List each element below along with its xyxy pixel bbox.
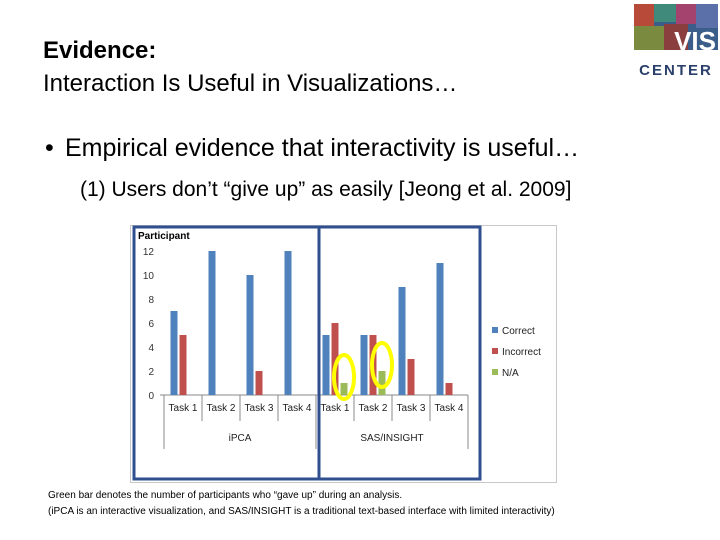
legend-label: N/A — [502, 368, 519, 379]
highlight-circle — [370, 341, 394, 389]
legend-swatch — [492, 369, 498, 375]
slide-title: Evidence: Interaction Is Useful in Visua… — [43, 34, 457, 100]
x-tick-label: Task 2 — [207, 403, 236, 414]
logo-tile — [676, 4, 696, 24]
footnote-line2: (iPCA is an interactive visualization, a… — [48, 506, 555, 517]
bar-correct — [398, 287, 406, 395]
y-tick-label: 12 — [143, 247, 155, 258]
bar-correct — [322, 335, 330, 395]
x-tick-label: Task 3 — [245, 403, 274, 414]
slide-title-line1: Evidence: — [43, 37, 157, 64]
bar-correct — [360, 335, 368, 395]
y-tick-label: 6 — [148, 319, 154, 330]
vis-center-logo: VIS CENTER — [634, 4, 718, 79]
logo-tile — [634, 26, 664, 50]
bar-correct — [284, 251, 292, 395]
logo-tile — [654, 4, 676, 22]
legend-label: Correct — [502, 326, 535, 337]
group-label: iPCA — [229, 433, 252, 444]
y-tick-label: 0 — [148, 391, 154, 402]
bar-correct — [246, 275, 254, 395]
chart-title: Participant — [138, 231, 190, 242]
bar-incorrect — [179, 335, 187, 395]
bar-chart: Participant 0 2 4 6 8 10 12 Task 1 Task 2 Task 3 T… — [130, 225, 557, 483]
bar-incorrect — [407, 359, 415, 395]
slide-title-line2: Interaction Is Useful in Visualizations… — [43, 70, 458, 97]
legend-swatch — [492, 327, 498, 333]
x-tick-label: Task 4 — [435, 403, 464, 414]
bar-na — [340, 383, 348, 395]
chart-legend: Correct Incorrect N/A — [492, 326, 541, 379]
bullet-text: Empirical evidence that interactivity is… — [65, 134, 580, 162]
y-tick-label: 10 — [143, 271, 155, 282]
chart-container: Participant 0 2 4 6 8 10 12 Task 1 Task 2 Task 3 T… — [130, 225, 557, 483]
logo-tile — [664, 24, 688, 50]
y-tick-label: 4 — [148, 343, 154, 354]
footnote-line1: Green bar denotes the number of particip… — [48, 490, 403, 501]
bar-correct — [208, 251, 216, 395]
logo-tile — [696, 4, 718, 28]
logo-tile — [634, 4, 654, 26]
legend-swatch — [492, 348, 498, 354]
logo-center-text: CENTER — [639, 62, 713, 79]
bullet-point: • Empirical evidence that interactivity i… — [45, 134, 579, 163]
y-tick-label: 2 — [148, 367, 154, 378]
x-tick-label: Task 4 — [283, 403, 312, 414]
bar-incorrect — [331, 323, 339, 395]
x-tick-label: Task 1 — [169, 403, 198, 414]
x-tick-label: Task 2 — [359, 403, 388, 414]
sas-insight-frame — [317, 225, 482, 481]
highlight-circle — [332, 353, 356, 401]
footnote: Green bar denotes the number of particip… — [48, 488, 555, 520]
x-tick-label: Task 3 — [397, 403, 426, 414]
bar-incorrect — [255, 371, 263, 395]
bar-correct — [170, 311, 178, 395]
group-label: SAS/INSIGHT — [360, 433, 423, 444]
y-tick-label: 8 — [148, 295, 154, 306]
plot-area: 0 2 4 6 8 10 12 Task 1 Task 2 Task 3 Task 4 Task 1 T… — [132, 225, 482, 481]
bullet-icon: • — [45, 134, 54, 162]
logo-vis-text: VIS — [674, 26, 716, 56]
x-tick-label: Task 1 — [321, 403, 350, 414]
bar-correct — [436, 263, 444, 395]
legend-label: Incorrect — [502, 347, 541, 358]
bar-incorrect — [445, 383, 453, 395]
bar-na — [378, 371, 386, 395]
sub-bullet-text: (1) Users don’t “give up” as easily [Jeo… — [80, 178, 572, 201]
